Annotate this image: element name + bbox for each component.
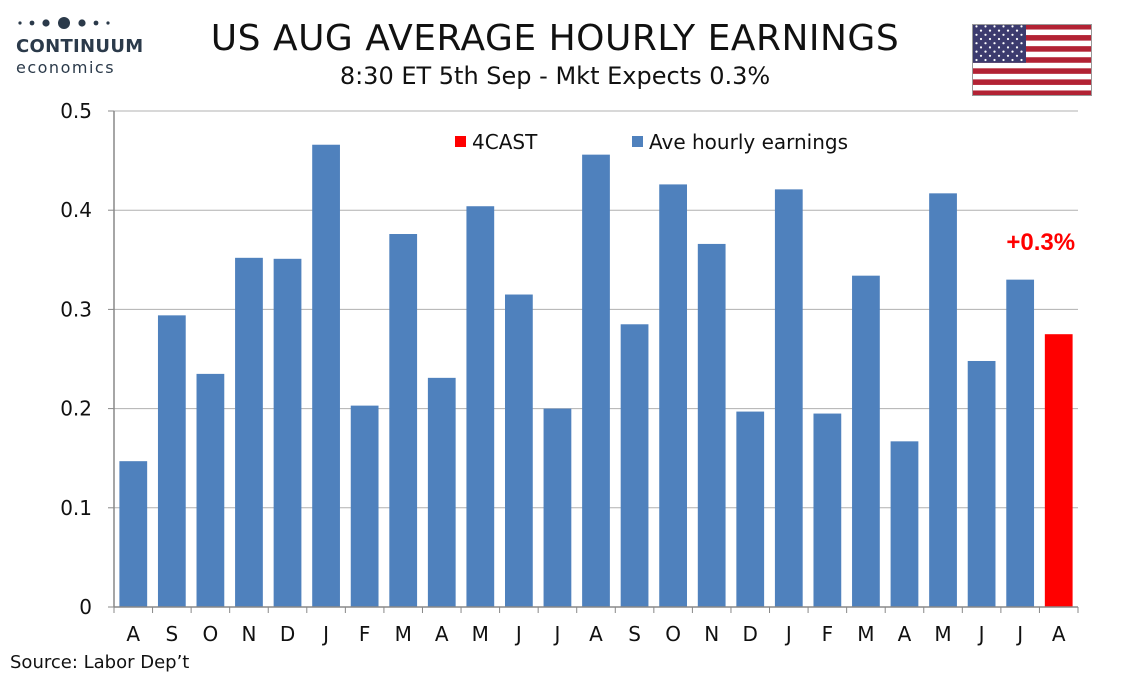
x-tick-label: F — [822, 622, 834, 646]
data-bar — [890, 441, 919, 607]
data-bar — [967, 360, 996, 607]
legend: 4CAST Ave hourly earnings — [455, 130, 848, 154]
logo-dots-icon — [18, 17, 110, 29]
x-tick-label: S — [628, 622, 641, 646]
x-tick-label: D — [743, 622, 758, 646]
bars — [119, 144, 1073, 608]
x-tick-label: J — [1015, 622, 1023, 646]
data-bar — [312, 144, 340, 607]
data-bar — [273, 258, 302, 607]
data-bar — [620, 324, 649, 607]
x-tick-label: A — [126, 622, 140, 646]
y-tick-label: 0.4 — [60, 198, 92, 222]
x-tick-label: F — [359, 622, 371, 646]
x-tick-label: M — [857, 622, 874, 646]
x-tick-label: J — [321, 622, 329, 646]
data-bar — [582, 154, 610, 607]
data-bar — [196, 373, 225, 607]
data-bar — [697, 243, 726, 608]
x-tick-label: A — [898, 622, 912, 646]
legend-label: 4CAST — [472, 130, 538, 154]
axes — [108, 110, 1079, 613]
data-bar — [774, 189, 803, 608]
data-bar — [659, 184, 688, 607]
x-tick-label: N — [704, 622, 719, 646]
legend-swatch — [455, 136, 466, 147]
legend-swatch — [632, 136, 643, 147]
y-tick-label: 0.5 — [60, 99, 92, 123]
data-bar — [235, 257, 263, 607]
data-bar — [157, 315, 186, 607]
y-tick-label: 0.2 — [60, 397, 92, 421]
x-tick-label: J — [514, 622, 522, 646]
x-tick-label: M — [934, 622, 951, 646]
logo-sub: economics — [16, 58, 116, 77]
x-tick-label: M — [395, 622, 412, 646]
data-bar — [736, 411, 765, 607]
data-bar — [389, 234, 418, 607]
us-flag-icon — [972, 24, 1092, 96]
annotations: +0.3% — [1006, 229, 1075, 256]
x-tick-label: J — [552, 622, 560, 646]
logo: CONTINUUM economics — [14, 14, 143, 77]
logo-brand: CONTINUUM — [16, 36, 144, 57]
y-axis-ticks: 0 0.1 0.2 0.3 0.4 0.5 — [60, 99, 92, 619]
data-bar — [929, 193, 957, 607]
data-bar — [504, 294, 533, 607]
data-bar — [813, 413, 842, 607]
data-bar — [543, 408, 572, 607]
data-bar — [427, 377, 456, 607]
x-tick-label: A — [589, 622, 603, 646]
data-bar — [119, 461, 148, 607]
y-tick-label: 0.3 — [60, 297, 92, 321]
x-tick-label: O — [203, 622, 219, 646]
x-tick-label: J — [977, 622, 985, 646]
source-note: Source: Labor Dep’t — [10, 652, 190, 673]
data-bar — [350, 405, 379, 607]
data-bar — [466, 206, 495, 607]
chart-title: US AUG AVERAGE HOURLY EARNINGS — [210, 18, 900, 59]
legend-label: Ave hourly earnings — [649, 130, 848, 154]
x-tick-label: S — [165, 622, 178, 646]
data-bar — [852, 275, 880, 607]
x-tick-label: M — [472, 622, 489, 646]
x-tick-label: J — [784, 622, 792, 646]
y-tick-label: 0 — [79, 595, 92, 619]
x-tick-label: O — [665, 622, 681, 646]
forecast-bar — [1044, 334, 1073, 607]
data-bar — [1006, 279, 1035, 607]
x-tick-label: D — [280, 622, 295, 646]
chart-subtitle: 8:30 ET 5th Sep - Mkt Expects 0.3% — [339, 62, 771, 90]
forecast-annotation: +0.3% — [1006, 229, 1075, 256]
y-tick-label: 0.1 — [60, 496, 92, 520]
x-tick-label: A — [435, 622, 449, 646]
x-tick-label: A — [1052, 622, 1066, 646]
x-tick-label: N — [241, 622, 256, 646]
